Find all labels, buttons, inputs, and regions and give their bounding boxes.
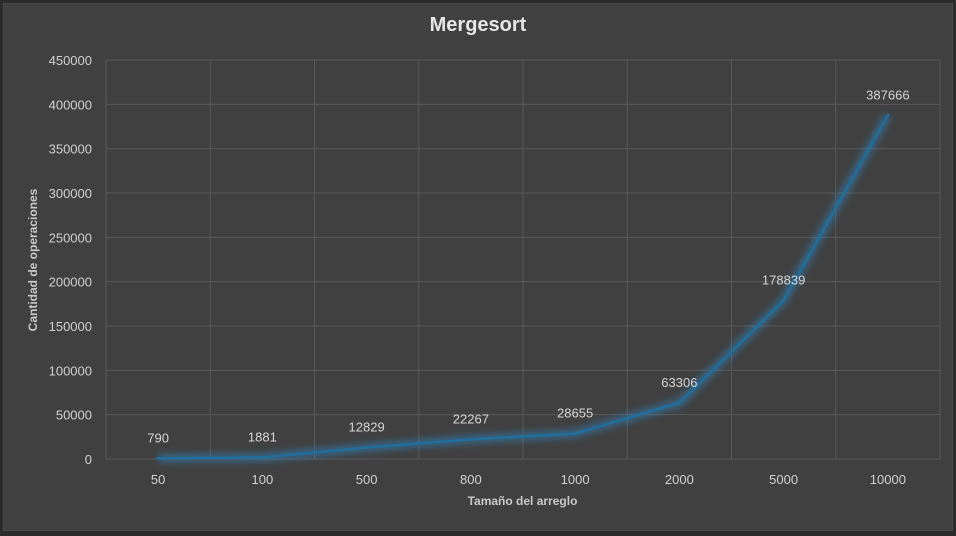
y-tick-label: 100000	[49, 363, 92, 378]
data-label: 387666	[866, 87, 909, 102]
series-line	[156, 114, 890, 460]
data-point	[469, 437, 473, 441]
y-tick-label: 50000	[56, 408, 92, 423]
data-label: 63306	[661, 375, 697, 390]
x-tick-label: 500	[356, 472, 378, 487]
y-tick-label: 300000	[49, 186, 92, 201]
y-tick-label: 400000	[49, 97, 92, 112]
x-tick-label: 10000	[870, 472, 906, 487]
x-tick-label: 50	[151, 472, 165, 487]
y-tick-label: 200000	[49, 275, 92, 290]
data-label: 178839	[762, 272, 805, 287]
data-point	[677, 401, 681, 405]
data-point	[156, 456, 160, 460]
data-label: 12829	[349, 420, 385, 435]
data-label: 22267	[453, 411, 489, 426]
data-point	[573, 432, 577, 436]
y-tick-label: 250000	[49, 230, 92, 245]
data-point	[782, 298, 786, 302]
data-point	[260, 455, 264, 459]
y-tick-label: 150000	[49, 319, 92, 334]
x-tick-label: 100	[252, 472, 274, 487]
data-label: 28655	[557, 406, 593, 421]
x-tick-label: 2000	[665, 472, 694, 487]
x-axis-label: Tamaño del arreglo	[467, 494, 578, 508]
x-tick-label: 1000	[561, 472, 590, 487]
y-tick-label: 450000	[49, 53, 92, 68]
x-tick-label: 5000	[769, 472, 798, 487]
data-point	[886, 113, 890, 117]
y-tick-label: 0	[85, 452, 92, 467]
data-label: 1881	[248, 429, 277, 444]
y-tick-label: 350000	[49, 142, 92, 157]
x-tick-label: 800	[460, 472, 482, 487]
chart-title: Mergesort	[429, 14, 527, 36]
data-label: 790	[147, 430, 169, 445]
data-point	[365, 446, 369, 450]
